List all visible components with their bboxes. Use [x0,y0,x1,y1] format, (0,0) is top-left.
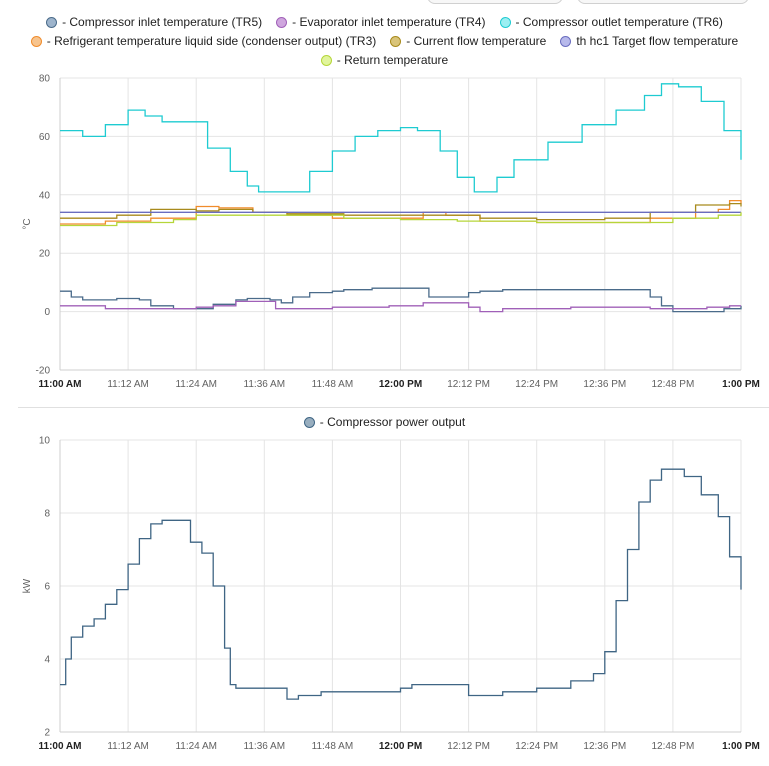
y-tick-label: 4 [44,655,50,666]
y-axis-unit-label: °C [22,218,33,229]
x-tick-label: 1:00 PM [722,741,760,752]
x-tick-label: 11:00 AM [39,741,82,752]
legend-label: - Compressor power output [319,415,466,429]
series-line-return-temperature[interactable] [60,212,742,227]
x-tick-label: 12:00 PM [379,379,422,390]
legend-swatch [320,54,332,66]
x-tick-label: 12:48 PM [651,741,694,752]
x-tick-label: 12:24 PM [515,379,558,390]
x-tick-label: 11:36 AM [244,379,286,390]
x-tick-label: 12:12 PM [447,379,490,390]
y-tick-label: 0 [44,307,50,318]
x-tick-label: 12:36 PM [583,741,626,752]
legend-item-compressor-power-output[interactable]: - Compressor power output [303,414,466,430]
x-tick-label: 11:12 AM [107,379,149,390]
y-tick-label: 6 [44,582,50,593]
legend-label: - Current flow temperature [406,34,547,48]
legend-swatch [499,16,511,28]
x-tick-label: 12:00 PM [379,741,422,752]
x-tick-label: 11:12 AM [107,741,149,752]
legend-item-compressor-inlet-temperature-tr5[interactable]: - Compressor inlet temperature (TR5) [46,14,262,30]
y-tick-label: 80 [39,74,51,85]
legend-swatch [560,35,572,47]
legend-item-return-temperature[interactable]: - Return temperature [320,52,449,68]
x-tick-label: 11:24 AM [175,379,217,390]
legend-swatch [276,16,288,28]
legend-label: - Evaporator inlet temperature (TR4) [292,15,486,29]
x-tick-label: 12:36 PM [583,379,626,390]
legend-swatch [30,35,42,47]
y-tick-label: 8 [44,509,50,520]
legend-item-compressor-outlet-temperature-tr6[interactable]: - Compressor outlet temperature (TR6) [499,14,723,30]
legend-label: - Return temperature [336,53,449,67]
x-tick-label: 1:00 PM [722,379,760,390]
x-tick-label: 11:24 AM [175,741,217,752]
temperature-legend: - Compressor inlet temperature (TR5) - Ev… [20,14,749,68]
series-line-compressor-outlet-temperature-tr6[interactable] [60,83,742,193]
x-tick-label: 11:00 AM [39,379,82,390]
legend-label: th hc1 Target flow temperature [576,34,739,48]
legend-swatch [390,35,402,47]
x-tick-label: 12:24 PM [515,741,558,752]
y-tick-label: -20 [36,366,51,377]
y-axis-unit-label: kW [22,578,33,593]
series-line-compressor-power-output[interactable] [60,468,742,700]
chart-divider [18,407,769,408]
x-tick-label: 12:12 PM [447,741,490,752]
x-tick-label: 12:48 PM [651,379,694,390]
legend-label: - Compressor inlet temperature (TR5) [62,15,263,29]
legend-item-evaporator-inlet-temperature-tr4[interactable]: - Evaporator inlet temperature (TR4) [276,14,486,30]
legend-item-th-hc1-target-flow-temperature[interactable]: th hc1 Target flow temperature [560,33,738,49]
y-tick-label: 60 [39,132,51,143]
temperature-chart: -20 0 20 40 60 80 11:00 AM 11:12 AM 11:24 AM 11:3… [22,74,760,391]
legend-swatch [46,16,58,28]
power-chart: 2 4 6 8 10 11:00 AM 11:12 AM 11:24 AM 11:36 AM 11… [22,436,760,753]
legend-swatch [303,416,315,428]
legend-label: - Refrigerant temperature liquid side (c… [46,34,377,48]
temperature-chart-card: - Compressor inlet temperature (TR5) - Ev… [20,14,760,391]
x-tick-label: 11:48 AM [312,379,354,390]
legend-item-refrigerant-temperature-liquid-side-condenser-output-tr3[interactable]: - Refrigerant temperature liquid side (c… [30,33,377,49]
y-tick-label: 40 [39,190,51,201]
power-chart-card: - Compressor power output 2 4 6 8 10 11:00 AM… [0,408,769,761]
series-line-compressor-inlet-temperature-tr5[interactable] [60,287,742,313]
x-tick-label: 11:48 AM [312,741,354,752]
series-line-evaporator-inlet-temperature-tr4[interactable] [60,300,741,313]
y-tick-label: 2 [44,728,50,739]
y-tick-label: 10 [39,436,51,447]
legend-label: - Compressor outlet temperature (TR6) [515,15,723,29]
x-tick-label: 11:36 AM [244,741,286,752]
y-tick-label: 20 [39,249,51,260]
legend-item-current-flow-temperature[interactable]: - Current flow temperature [390,33,546,49]
power-legend: - Compressor power output [20,414,749,430]
